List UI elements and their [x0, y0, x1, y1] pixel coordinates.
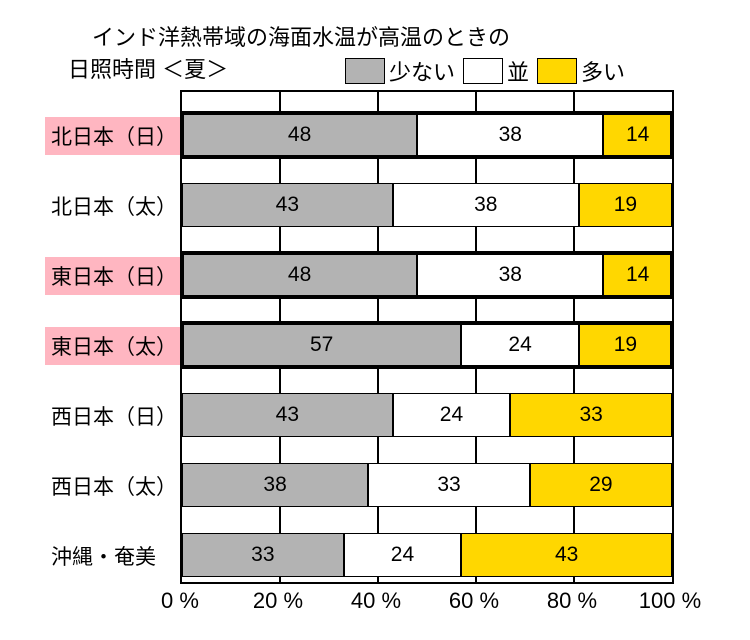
- bar-row: 332443: [182, 533, 672, 577]
- bar-segment: 33: [510, 393, 672, 437]
- bar-segment: 43: [461, 533, 672, 577]
- x-axis-tick-label: 60 %: [449, 588, 499, 614]
- category-label: 西日本（太）: [45, 467, 183, 505]
- legend-swatch: [463, 58, 503, 84]
- x-axis-tick-label: 100 %: [639, 588, 701, 614]
- bar-segment: 33: [368, 463, 530, 507]
- bar-segment: 48: [182, 113, 417, 157]
- chart-title-line1: インド洋熱帯域の海面水温が高温のときの: [92, 20, 510, 52]
- chart-container: インド洋熱帯域の海面水温が高温のときの 日照時間 ＜夏＞ 少ない並多い 4838…: [0, 0, 750, 640]
- legend-label: 少ない: [389, 55, 455, 87]
- bar-row: 433819: [182, 183, 672, 227]
- legend-item: 多い: [537, 55, 625, 87]
- x-axis-tick-label: 80 %: [547, 588, 597, 614]
- legend-swatch: [345, 58, 385, 84]
- x-axis-tick-label: 40 %: [351, 588, 401, 614]
- bar-row: 483814: [182, 113, 672, 157]
- category-label: 北日本（太）: [45, 187, 183, 225]
- bar-segment: 48: [182, 253, 417, 297]
- legend-label: 並: [507, 55, 529, 87]
- bar-segment: 43: [182, 393, 393, 437]
- bar-segment: 14: [603, 113, 672, 157]
- bar-row: 572419: [182, 323, 672, 367]
- legend-label: 多い: [581, 55, 625, 87]
- category-label: 北日本（日）: [45, 117, 183, 155]
- bar-segment: 19: [579, 183, 672, 227]
- x-axis-tick-label: 0 %: [161, 588, 199, 614]
- category-label: 東日本（太）: [45, 327, 183, 365]
- bar-segment: 24: [461, 323, 579, 367]
- legend: 少ない 並 多い: [345, 55, 633, 87]
- category-label: 東日本（日）: [45, 257, 183, 295]
- bar-segment: 24: [393, 393, 511, 437]
- bar-segment: 14: [603, 253, 672, 297]
- bar-segment: 38: [417, 253, 603, 297]
- bar-segment: 43: [182, 183, 393, 227]
- bar-segment: 33: [182, 533, 344, 577]
- bar-segment: 24: [344, 533, 462, 577]
- category-label: 沖縄・奄美: [45, 537, 162, 575]
- bar-segment: 38: [182, 463, 368, 507]
- legend-swatch: [537, 58, 577, 84]
- x-axis-tick-label: 20 %: [253, 588, 303, 614]
- bar-segment: 38: [393, 183, 579, 227]
- category-label: 西日本（日）: [45, 397, 183, 435]
- bar-row: 383329: [182, 463, 672, 507]
- bar-row: 432433: [182, 393, 672, 437]
- legend-item: 少ない: [345, 55, 455, 87]
- bar-segment: 29: [530, 463, 672, 507]
- bar-segment: 19: [579, 323, 672, 367]
- bar-row: 483814: [182, 253, 672, 297]
- plot-area: 4838144338194838145724194324333833293324…: [180, 90, 674, 584]
- bar-segment: 38: [417, 113, 603, 157]
- chart-title-line2: 日照時間 ＜夏＞: [68, 52, 228, 84]
- bar-segment: 57: [182, 323, 461, 367]
- legend-item: 並: [463, 55, 529, 87]
